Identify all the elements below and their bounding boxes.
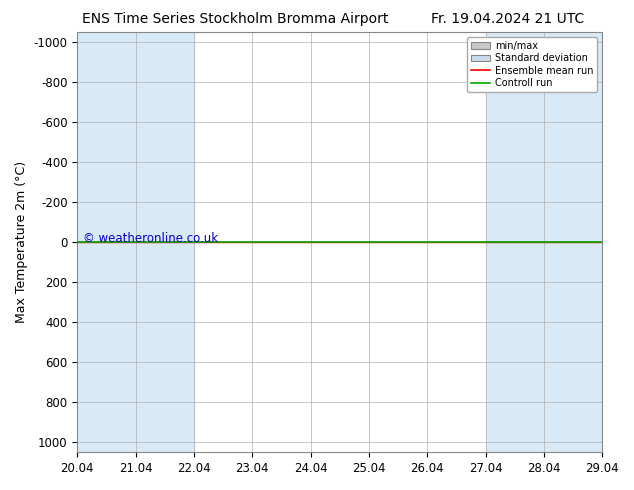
Y-axis label: Max Temperature 2m (°C): Max Temperature 2m (°C) <box>15 161 28 323</box>
Bar <box>544 32 602 452</box>
Bar <box>486 32 544 452</box>
Bar <box>77 32 136 452</box>
Bar <box>136 32 194 452</box>
Legend: min/max, Standard deviation, Ensemble mean run, Controll run: min/max, Standard deviation, Ensemble me… <box>467 37 597 92</box>
Text: Fr. 19.04.2024 21 UTC: Fr. 19.04.2024 21 UTC <box>431 12 585 26</box>
Text: © weatheronline.co.uk: © weatheronline.co.uk <box>82 231 217 245</box>
Text: ENS Time Series Stockholm Bromma Airport: ENS Time Series Stockholm Bromma Airport <box>82 12 389 26</box>
